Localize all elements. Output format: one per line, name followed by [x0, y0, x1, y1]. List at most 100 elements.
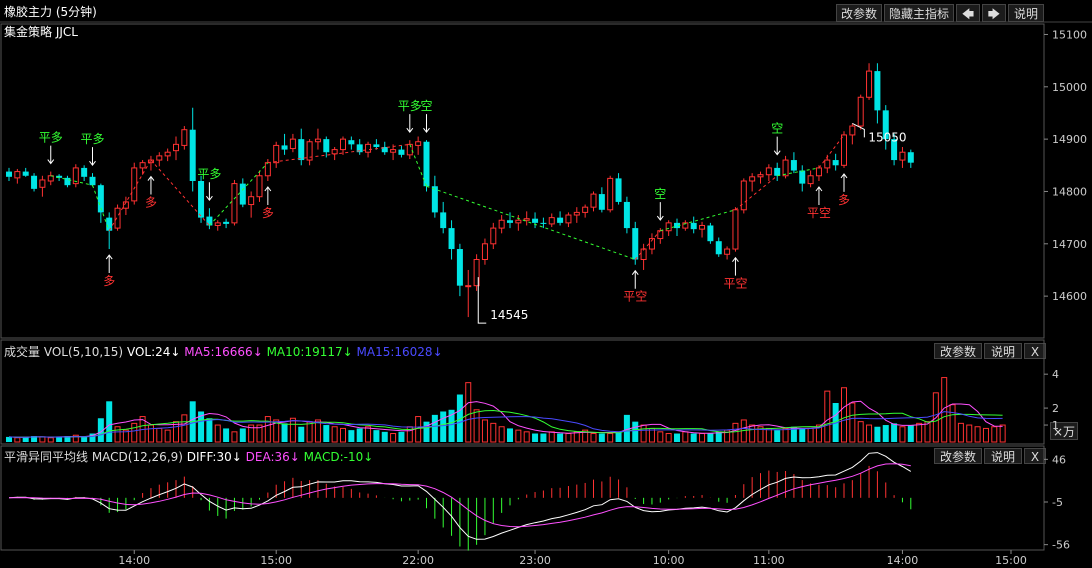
macd-panel-frame — [0, 445, 1045, 551]
candle-up — [740, 180, 747, 211]
volume-help-button[interactable]: 说明 — [984, 343, 1022, 359]
volume-bar-down — [540, 433, 547, 442]
volume-bar-up — [899, 426, 906, 443]
candle-up — [765, 167, 772, 176]
x-tick-label: 23:00 — [519, 554, 551, 567]
candle-down — [907, 152, 914, 163]
candle-up — [757, 174, 764, 178]
candle-down — [239, 183, 246, 205]
macd-y-tick-label: 46 — [1052, 453, 1066, 466]
signal-label: 平多 — [80, 132, 104, 146]
signal-arrow-down-icon — [406, 114, 414, 134]
signal-arrow-down-icon — [656, 202, 664, 221]
volume-bar-up — [314, 419, 321, 443]
ma10-value: MA10:19117↓ — [266, 345, 353, 359]
volume-bar-up — [248, 424, 255, 443]
candle-up — [331, 149, 338, 155]
candle-up — [114, 207, 121, 229]
volume-bar-down — [64, 436, 71, 442]
x-tick-label: 14:00 — [887, 554, 919, 567]
candle-up — [365, 143, 372, 153]
volume-bar-up — [390, 433, 397, 443]
candle-down — [223, 221, 230, 224]
volume-bar-down — [423, 421, 430, 442]
candle-down — [81, 167, 88, 177]
candle-down — [598, 194, 605, 210]
macd-title: 平滑异同平均线 MACD(12,26,9) DIFF:30↓ DEA:36↓ M… — [4, 448, 373, 465]
signal-trend-line — [150, 159, 210, 226]
volume-bar-down — [223, 428, 230, 442]
volume-bar-up — [765, 427, 772, 443]
volume-bar-up — [732, 422, 739, 443]
candle-down — [882, 110, 889, 140]
price-y-tick-label: 14800 — [1052, 185, 1087, 198]
volume-panel-frame — [0, 339, 1045, 445]
volume-bar-down — [298, 426, 305, 442]
candle-down — [31, 175, 38, 189]
volume-bar-up — [306, 421, 313, 443]
candle-down — [22, 171, 29, 176]
macd-y-tick-label: -5 — [1052, 496, 1063, 509]
macd-close-button[interactable]: X — [1024, 448, 1046, 464]
ma15-value: MA15:16028↓ — [356, 345, 443, 359]
macd-dea-line — [8, 463, 911, 528]
candle-up — [682, 222, 689, 229]
volume-bar-down — [206, 418, 213, 442]
volume-bar-down — [507, 428, 513, 442]
candle-down — [690, 222, 697, 230]
volume-bar-up — [957, 422, 964, 443]
signal-arrow-down-icon — [423, 114, 430, 134]
candle-down — [507, 220, 513, 223]
candle-down — [557, 217, 564, 223]
candle-up — [164, 151, 171, 157]
candle-down — [874, 71, 881, 111]
volume-bar-down — [623, 414, 630, 442]
volume-bar-up — [122, 429, 129, 443]
volume-bar-down — [715, 431, 722, 442]
signal-arrow-up-icon — [815, 186, 823, 205]
strategy-label: 集金策略 JJCL — [4, 25, 78, 39]
candle-down — [64, 177, 71, 186]
volume-bar-up — [173, 421, 179, 443]
candle-down — [89, 176, 96, 186]
modify-params-button[interactable]: 改参数 — [836, 4, 882, 22]
candle-up — [849, 125, 856, 136]
candle-down — [281, 145, 288, 150]
volume-bar-down — [774, 430, 781, 442]
volume-bar-up — [548, 431, 555, 443]
x-tick-label: 22:00 — [402, 554, 434, 567]
signal-label: 空 — [771, 122, 783, 136]
signal-label: 多 — [262, 206, 274, 220]
volume-bar-down — [56, 436, 63, 442]
volume-bar-up — [866, 424, 873, 443]
volume-modify-params-button[interactable]: 改参数 — [934, 343, 982, 359]
candle-up — [122, 201, 129, 209]
macd-help-button[interactable]: 说明 — [984, 448, 1022, 464]
volume-bar-up — [331, 426, 338, 443]
candle-up — [473, 259, 480, 287]
signal-trend-line — [818, 134, 845, 169]
candle-up — [515, 219, 522, 224]
volume-bar-down — [198, 411, 205, 442]
macd-modify-params-button[interactable]: 改参数 — [934, 448, 982, 464]
volume-bar-up — [966, 424, 973, 443]
signal-trend-line — [777, 167, 820, 177]
candle-up — [156, 155, 163, 161]
volume-bar-down — [323, 425, 330, 442]
volume-bar-down — [456, 394, 463, 442]
volume-title: 成交量 VOL(5,10,15) VOL:24↓ MA5:16666↓ MA10… — [4, 343, 443, 360]
volume-bar-down — [799, 428, 806, 442]
candle-down — [440, 212, 447, 229]
volume-close-button[interactable]: X — [1024, 343, 1046, 359]
volume-bar-up — [156, 427, 163, 443]
candle-up — [248, 196, 255, 206]
volume-bar-down — [632, 421, 639, 442]
vol-ma10-line — [8, 409, 1003, 438]
macd-y-tick-label: -56 — [1052, 539, 1070, 552]
signal-label: 多 — [103, 274, 115, 288]
volume-bar-up — [498, 426, 505, 443]
volume-bar-up — [181, 414, 188, 443]
signal-label: 平空 — [723, 277, 747, 291]
